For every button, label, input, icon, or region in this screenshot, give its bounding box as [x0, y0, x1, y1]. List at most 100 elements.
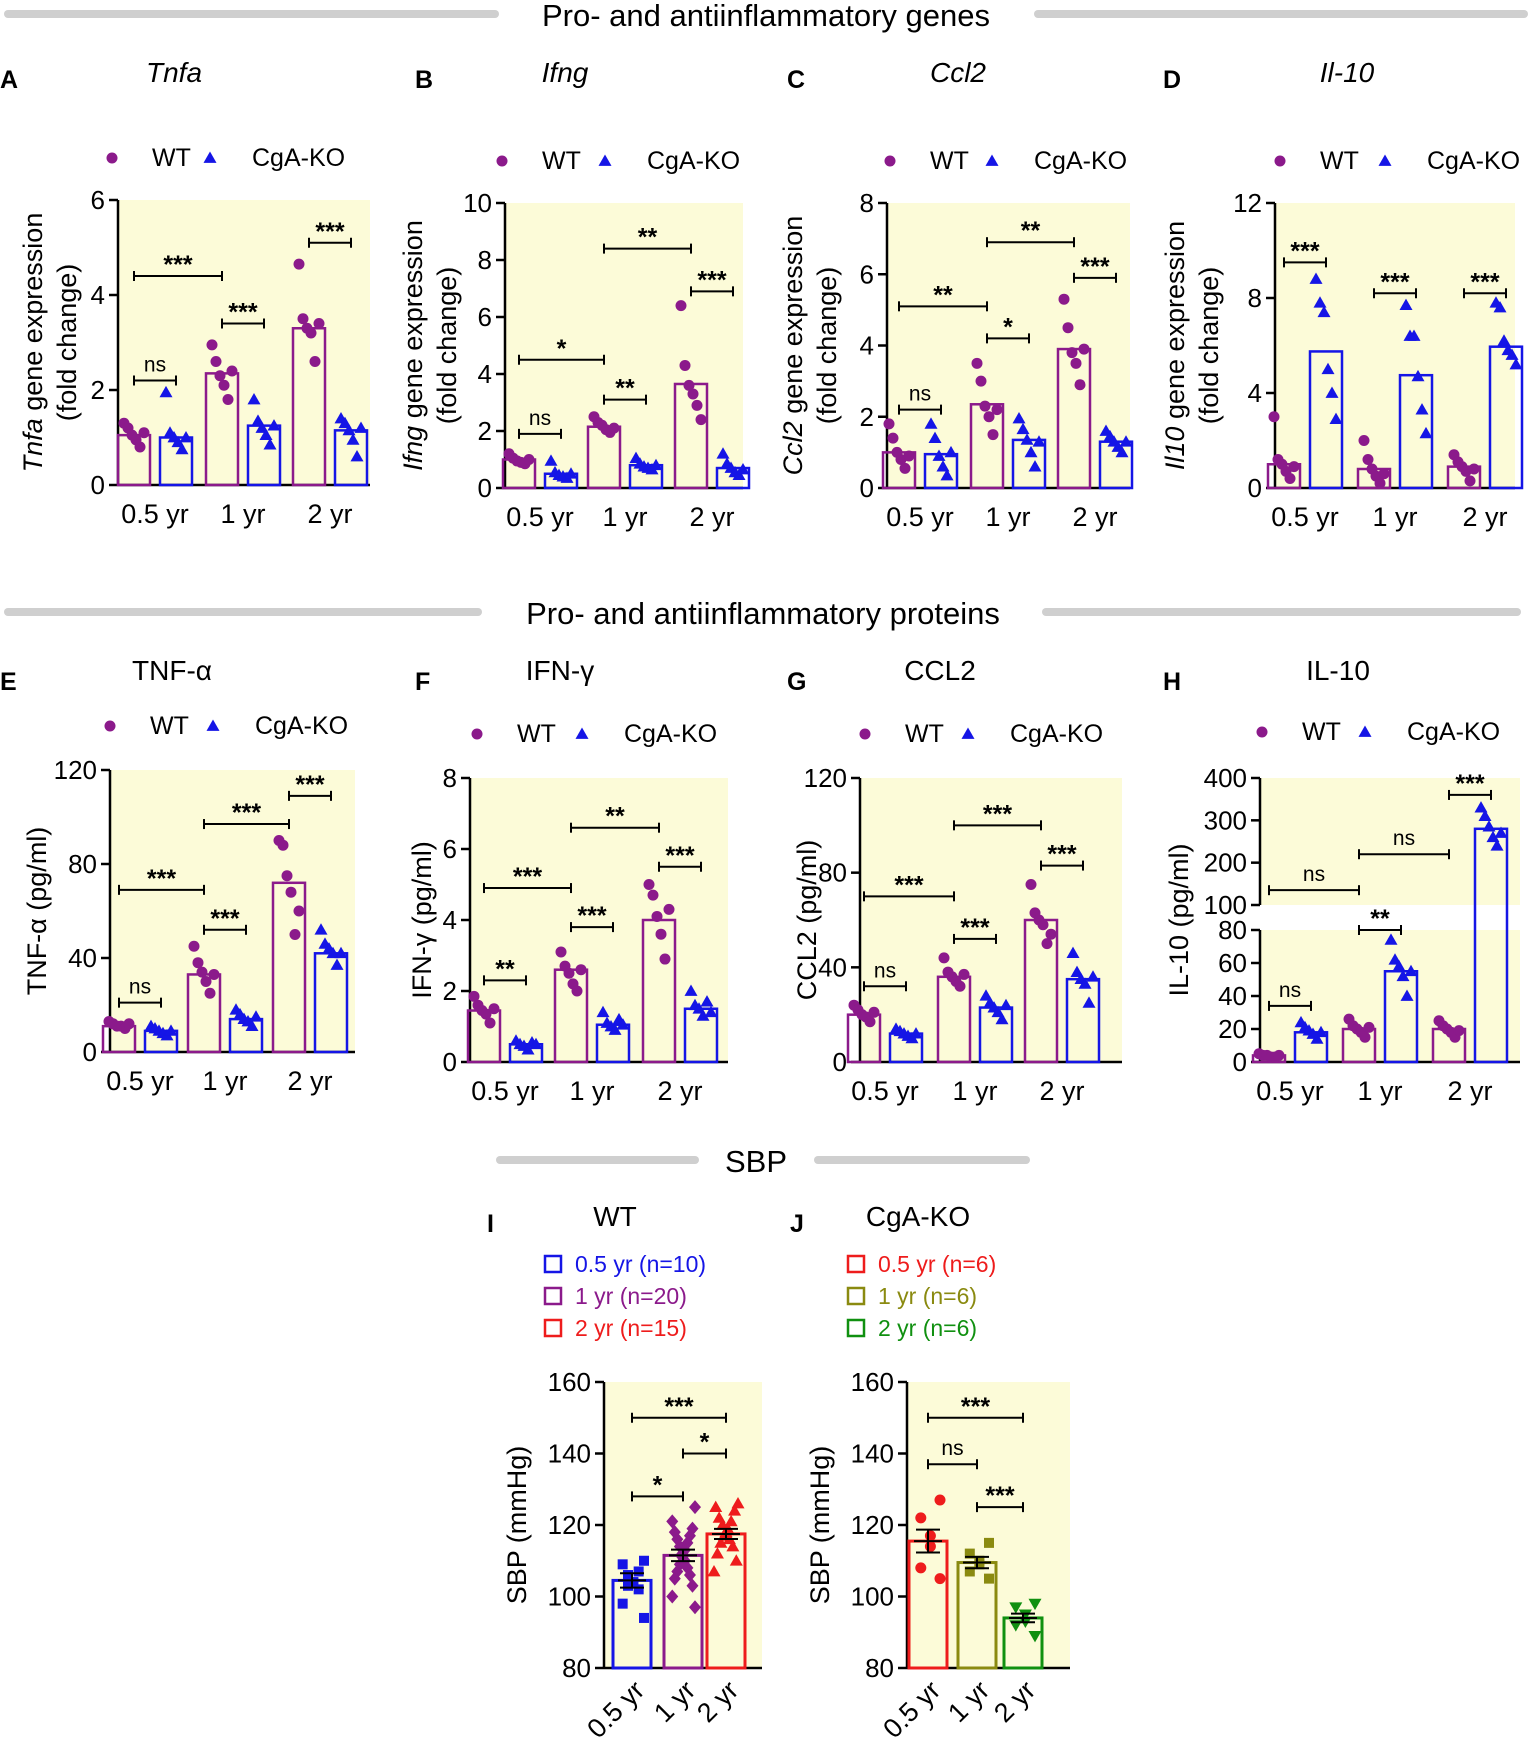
panel-d-letter: D [1163, 66, 1181, 94]
panel-b-ylabel: Ifng gene expression [398, 220, 428, 471]
panel-b-point-wt [687, 388, 699, 400]
panel-h-point-ko [1490, 839, 1504, 851]
panel-a: 0 2 4 6 Tnfa gene expression (fold change) A Tn… [0, 57, 370, 529]
panel-e-point-ko [245, 1019, 259, 1032]
panel-f-point-wt [488, 1003, 500, 1015]
panel-f-sig-label: *** [577, 902, 606, 930]
panel-f-legend-wt-label: WT [517, 720, 556, 748]
panel-d-point-ko [1325, 386, 1339, 398]
panel-i-point [683, 1568, 696, 1583]
panel-b-legend-ko-marker [598, 154, 612, 166]
panel-g-point-wt [1037, 919, 1049, 931]
panel-c-xtick-label: 1 yr [985, 502, 1030, 532]
panel-a-point-ko [259, 428, 273, 440]
panel-b-letter: B [415, 66, 433, 94]
panel-j-point [1028, 1598, 1042, 1611]
panel-f-xtick-label: 1 yr [569, 1076, 614, 1106]
panel-e-legend-ko-marker [206, 719, 220, 731]
panel-h-ytick-label: 20 [1218, 1014, 1247, 1044]
panel-j-ytick-label: 100 [851, 1582, 894, 1612]
panel-h-legend-ko-label: CgA-KO [1407, 718, 1500, 746]
panel-a-sig-label: ns [144, 354, 166, 377]
panel-j-sig-label: *** [961, 1393, 990, 1421]
panel-d-plot-bg [1275, 203, 1515, 488]
panel-b-ytick-label: 2 [478, 416, 492, 446]
panel-h-point-wt [1359, 1031, 1371, 1043]
panel-e-legend-ko-label: CgA-KO [255, 712, 348, 740]
panel-a-point-wt [293, 258, 305, 270]
panel-g-point-wt [868, 1006, 880, 1018]
panel-b-sig-label: * [557, 335, 567, 363]
panel-f-xtick-label: 2 yr [657, 1076, 702, 1106]
panel-d-legend-wt-label: WT [1320, 147, 1359, 175]
panel-a-point-ko [179, 431, 193, 443]
panel-d-point-wt [1358, 435, 1370, 446]
panel-h-xtick-label: 0.5 yr [1256, 1076, 1324, 1106]
panel-a-xtick-label: 1 yr [220, 499, 265, 529]
panel-f-point-ko [608, 1023, 622, 1035]
panel-f-ylabel-text: IFN-γ (pg/ml) [407, 841, 437, 999]
panel-c-point-ko [1032, 435, 1046, 447]
panel-h-legend-wt-label: WT [1302, 718, 1341, 746]
panel-j-point [974, 1559, 985, 1570]
panel-f-sig-label: ** [495, 955, 515, 983]
panel-h-legend-wt-marker [1256, 726, 1268, 738]
section-genes: Pro- and antiinflammatory genes [4, 0, 1528, 33]
panel-h-ytick-label: 80 [1218, 915, 1247, 945]
panel-h-sig-label: *** [1455, 770, 1484, 798]
panel-d-point-ko [1415, 403, 1429, 415]
panel-e-point-ko [164, 1024, 178, 1036]
panel-h-sig-label: ns [1279, 979, 1301, 1002]
panel-d-ytick-label: 12 [1233, 188, 1262, 218]
panel-b-xtick-label: 2 yr [689, 502, 734, 532]
panel-g-legend-ko-label: CgA-KO [1010, 720, 1103, 748]
panel-h-point-ko [1478, 809, 1492, 821]
panel-g-sig-label: *** [1047, 841, 1076, 869]
panel-f-point-wt [647, 889, 659, 901]
panel-i-point [714, 1536, 728, 1548]
panel-a-ytick-label: 6 [91, 185, 105, 215]
panel-j-point [915, 1512, 927, 1524]
panel-i-point [628, 1577, 639, 1588]
panel-g-point-wt [958, 968, 970, 980]
panel-f-point-wt [643, 879, 655, 890]
panel-e-point-wt [293, 905, 305, 917]
panel-f-point-wt [651, 910, 663, 922]
panel-f-point-ko [696, 1009, 710, 1021]
panel-e-point-wt [289, 929, 301, 940]
panel-c-letter: C [787, 66, 805, 94]
panel-f-point-wt [468, 990, 480, 1002]
panel-a-point-wt [222, 394, 234, 405]
panel-a-point-wt [305, 327, 317, 339]
panel-a-point-wt [218, 379, 230, 391]
panel-f-ytick-label: 0 [443, 1047, 457, 1077]
panel-e-ytick-label: 40 [68, 943, 97, 973]
panel-e-legend-wt-label: WT [150, 712, 189, 740]
panel-g-point-ko [909, 1027, 923, 1039]
panel-i-point [689, 1600, 701, 1615]
panel-c-point-wt [975, 375, 987, 387]
panel-h-point-ko [1384, 933, 1398, 945]
panel-c-ylabel-gene: Ccl2 [778, 421, 808, 475]
panel-d-point-wt [1374, 477, 1386, 489]
panel-a-point-wt [210, 356, 222, 367]
panel-d-point-wt [1362, 454, 1374, 465]
panel-e-ylabel: TNF-α (pg/ml) [22, 827, 52, 996]
panel-a-sig-label: *** [163, 251, 192, 279]
panel-i-title: WT [593, 1201, 637, 1232]
panel-g-ylabel: CCL2 (pg/ml) [792, 840, 822, 1001]
panel-d-sig-label: *** [1380, 268, 1409, 296]
panel-j-legend-label: 1 yr (n=6) [878, 1283, 977, 1309]
panel-a-point-wt [297, 313, 309, 325]
panel-i-point [633, 1566, 644, 1577]
panel-e-sig-label: ns [129, 976, 151, 999]
panel-c-point-wt [887, 432, 899, 444]
panel-c-point-ko [940, 469, 954, 481]
panel-g-sig-label: *** [983, 800, 1012, 828]
panel-c-point-wt [899, 462, 911, 474]
section-sbp: SBP [496, 1144, 1030, 1179]
panel-f-letter: F [415, 668, 430, 696]
panel-j-ytick-label: 160 [851, 1367, 894, 1397]
panel-b-point-wt [679, 359, 691, 371]
